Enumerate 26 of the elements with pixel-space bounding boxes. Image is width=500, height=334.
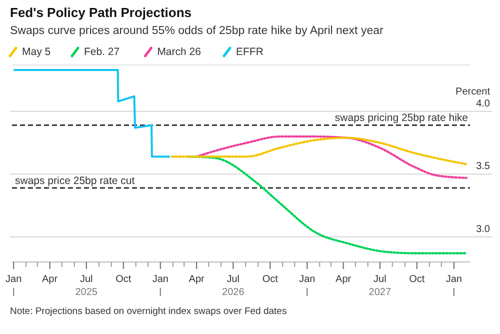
- x-tick-label: Jan: [6, 274, 22, 285]
- text: Note: Projections based on overnight index swaps over Fed dates: [10, 306, 287, 317]
- x-tick-label: Apr: [188, 274, 206, 285]
- chart-title: Fed's Policy Path Projections: [10, 5, 192, 20]
- x-tick-label: Oct: [116, 274, 132, 285]
- y-tick-label: 4.0: [476, 98, 490, 110]
- x-tick-label: Jul 2025: [75, 274, 98, 298]
- y-axis-title: Percent: [456, 86, 490, 98]
- x-tick-label: Oct: [409, 274, 425, 285]
- ref-line-label: swaps pricing 25bp rate hike: [334, 112, 468, 124]
- legend-label: May 5: [22, 46, 51, 58]
- legend-label: March 26: [157, 46, 202, 58]
- x-tick-label: Jan: [446, 274, 462, 285]
- legend-label: EFFR: [236, 46, 264, 58]
- legend-label: Feb. 27: [84, 46, 120, 58]
- chart-subtitle: Swaps curve prices around 55% odds of 25bp rate hike by April next year: [10, 25, 384, 37]
- x-tick-label: Jan: [152, 274, 168, 285]
- ref-line-label: swaps price 25bp rate cut: [15, 174, 135, 187]
- y-tick-label: 3.0: [476, 224, 490, 235]
- x-tick-label: Jul 2026: [222, 274, 245, 298]
- x-tick-label: Apr: [336, 274, 352, 285]
- x-tick-label: Oct: [262, 274, 278, 285]
- x-tick-label: Apr: [42, 274, 58, 285]
- y-tick-label: 3.5: [476, 161, 490, 172]
- x-tick-label: Jul 2027: [368, 274, 392, 298]
- x-tick-label: Jan: [299, 274, 316, 285]
